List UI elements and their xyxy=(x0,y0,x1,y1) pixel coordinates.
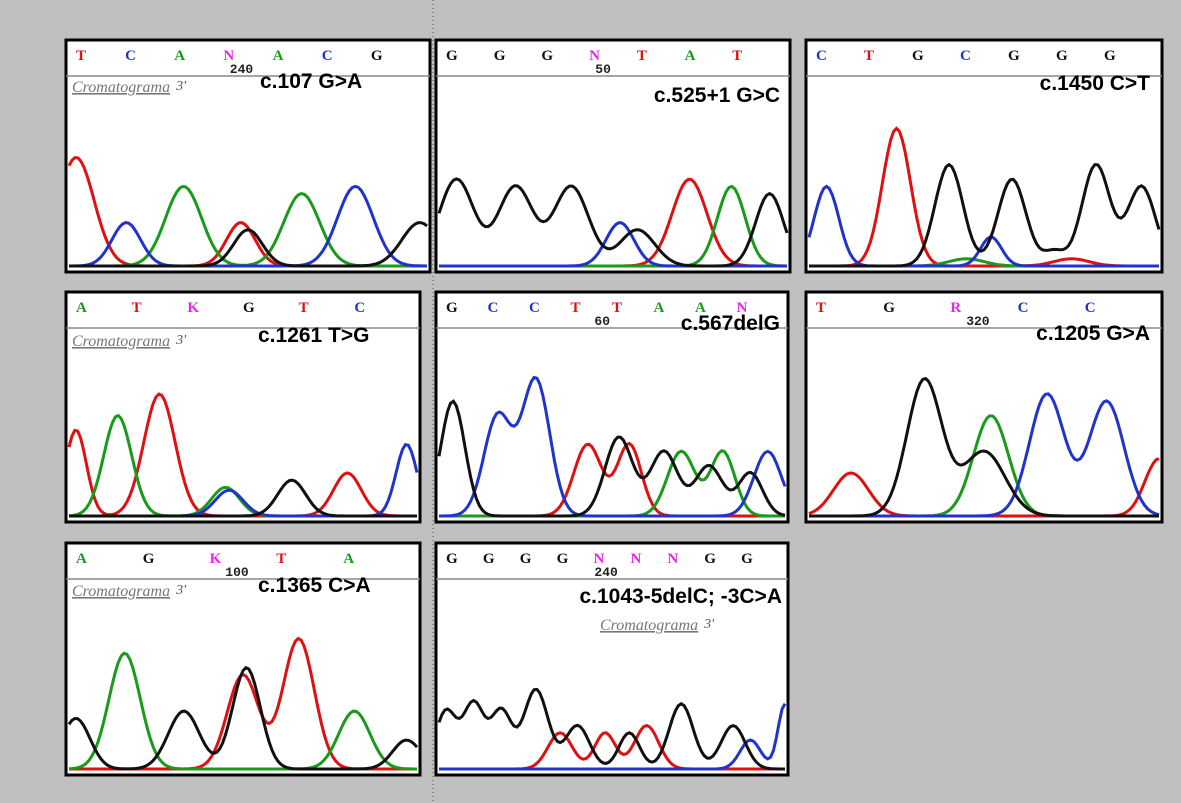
base-call: C xyxy=(125,48,136,64)
panel xyxy=(436,40,790,272)
base-call: T xyxy=(637,48,647,64)
base-call: C xyxy=(322,48,333,64)
position: 240 xyxy=(594,565,618,580)
base-call: G xyxy=(371,48,383,64)
base-call: C xyxy=(960,48,971,64)
mutation-label: c.525+1 G>C xyxy=(654,84,780,107)
base-call: G xyxy=(557,551,569,567)
strand: 3' xyxy=(175,79,187,94)
base-call: A xyxy=(174,48,185,64)
caption: Cromatograma xyxy=(600,617,698,634)
base-call: N xyxy=(667,551,678,567)
base-call: T xyxy=(299,300,309,316)
position: 100 xyxy=(225,565,249,580)
strand: 3' xyxy=(703,617,715,632)
base-call: G xyxy=(1056,48,1068,64)
base-call: G xyxy=(483,551,495,567)
base-call: G xyxy=(912,48,924,64)
caption: Cromatograma xyxy=(72,79,170,96)
base-call: A xyxy=(685,48,696,64)
base-call: G xyxy=(704,551,716,567)
strand: 3' xyxy=(175,583,187,598)
base-call: G xyxy=(741,551,753,567)
base-call: C xyxy=(354,300,365,316)
base-call: G xyxy=(446,551,458,567)
base-call: G xyxy=(446,48,458,64)
caption: Cromatograma xyxy=(72,333,170,350)
base-call: T xyxy=(612,300,622,316)
mutation-label: c.567delG xyxy=(681,312,780,335)
base-call: G xyxy=(494,48,506,64)
base-call: K xyxy=(210,551,222,567)
base-call: R xyxy=(950,300,961,316)
base-call: T xyxy=(864,48,874,64)
base-call: K xyxy=(187,300,199,316)
base-call: T xyxy=(571,300,581,316)
base-call: G xyxy=(143,551,155,567)
base-call: C xyxy=(488,300,499,316)
base-call: C xyxy=(1018,300,1029,316)
base-call: A xyxy=(76,551,87,567)
base-call: T xyxy=(732,48,742,64)
mutation-label: c.1205 G>A xyxy=(1036,322,1150,345)
base-call: G xyxy=(520,551,532,567)
position: 240 xyxy=(230,62,254,77)
base-call: T xyxy=(132,300,142,316)
base-call: G xyxy=(243,300,255,316)
base-call: T xyxy=(816,300,826,316)
mutation-label: c.1450 C>T xyxy=(1040,72,1150,95)
base-call: G xyxy=(1104,48,1116,64)
mutation-label: c.1261 T>G xyxy=(258,324,370,347)
base-call: A xyxy=(343,551,354,567)
base-call: A xyxy=(654,300,665,316)
base-call: N xyxy=(630,551,641,567)
base-call: G xyxy=(1008,48,1020,64)
position: 320 xyxy=(966,314,990,329)
base-call: G xyxy=(446,300,458,316)
mutation-label: c.1043-5delC; -3C>A xyxy=(579,585,782,608)
caption: Cromatograma xyxy=(72,583,170,600)
position: 50 xyxy=(595,62,611,77)
position: 60 xyxy=(594,314,610,329)
base-call: A xyxy=(273,48,284,64)
base-call: A xyxy=(76,300,87,316)
base-call: G xyxy=(541,48,553,64)
base-call: T xyxy=(276,551,286,567)
base-call: C xyxy=(816,48,827,64)
mutation-label: c.107 G>A xyxy=(260,70,362,93)
base-call: G xyxy=(883,300,895,316)
strand: 3' xyxy=(175,333,187,348)
base-call: T xyxy=(76,48,86,64)
base-call: C xyxy=(529,300,540,316)
base-call: C xyxy=(1085,300,1096,316)
slide: T C A N A C G 240 c.107 G>A Cromatograma 3' G G G N T A T… xyxy=(0,0,1181,803)
mutation-label: c.1365 C>A xyxy=(258,574,371,597)
